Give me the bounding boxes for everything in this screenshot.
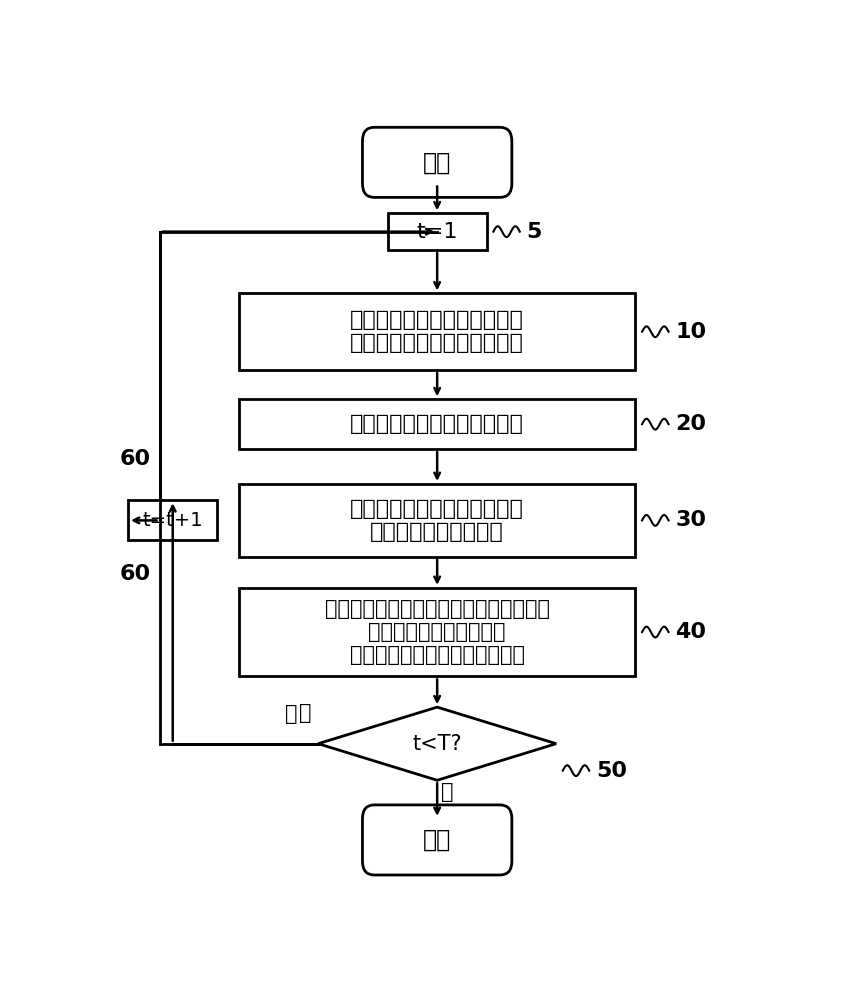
FancyBboxPatch shape [362,127,511,197]
Text: t<T?: t<T? [412,734,462,754]
Text: 对于初始对象形状的特征点的多个坐标，
基于所述一个特征向量和
所述一个回归函数预测坐标增量: 对于初始对象形状的特征点的多个坐标， 基于所述一个特征向量和 所述一个回归函数预… [325,599,549,665]
Text: 20: 20 [675,414,705,434]
Bar [387,213,486,250]
FancyBboxPatch shape [362,805,511,875]
Text: 60: 60 [119,449,151,469]
Bar [239,399,635,449]
Bar [239,484,635,557]
Text: t=1: t=1 [416,222,458,242]
Text: 是: 是 [285,704,297,724]
Text: t=t+1: t=t+1 [142,511,203,530]
Text: 设定对象图像的初始对象形状: 设定对象图像的初始对象形状 [350,414,523,434]
Text: 10: 10 [675,322,705,342]
Text: 50: 50 [595,761,626,781]
Bar [239,293,635,370]
Text: 否: 否 [440,782,453,802]
Bar [128,500,217,540]
Text: 60: 60 [119,564,151,584]
Text: 结束: 结束 [423,828,451,852]
Text: 40: 40 [675,622,705,642]
Text: 开始: 开始 [423,150,451,174]
Text: 是: 是 [299,703,311,723]
Text: 计算关于初始对象形状的多个
特征点的一个特征向量: 计算关于初始对象形状的多个 特征点的一个特征向量 [350,499,523,542]
Text: 30: 30 [675,510,705,530]
Text: 5: 5 [526,222,541,242]
Bar [239,588,635,676]
Text: 从多个训练样本获取包含一个
回归函数的对象形状回归模型: 从多个训练样本获取包含一个 回归函数的对象形状回归模型 [350,310,523,353]
Polygon shape [318,707,556,780]
